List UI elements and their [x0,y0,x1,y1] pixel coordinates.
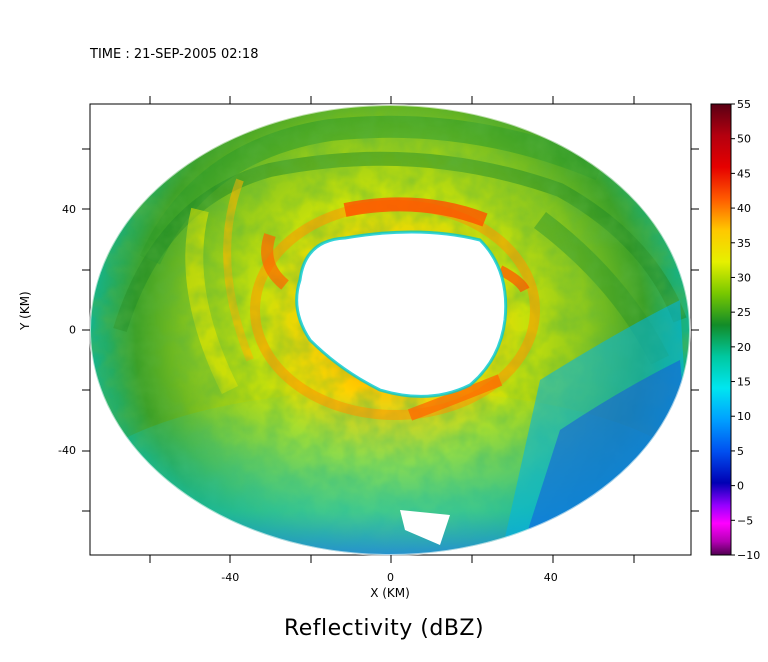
time-label: TIME : 21-SEP-2005 02:18 [90,47,259,62]
colorbar-tick-label: 20 [737,341,751,354]
colorbar-tick-label: 45 [737,167,751,180]
colorbar-tick-label: 10 [737,410,751,423]
colorbar-tick-label: 0 [737,480,744,493]
x-tick-label: 40 [544,571,558,584]
colorbar-tick-label: −5 [737,514,753,527]
x-tick-label: 0 [387,571,394,584]
y-ticks [82,148,699,512]
x-ticks [149,96,635,563]
y-tick-label: 40 [62,203,76,216]
y-tick-labels: -40 0 40 [58,203,76,457]
colorbar [710,103,732,556]
colorbar-tick-label: 30 [737,271,751,284]
colorbar-tick-label: 5 [737,445,744,458]
colorbar-tick-label: −10 [737,549,760,562]
x-axis-label: X (KM) [370,586,410,600]
y-axis-label: Y (KM) [18,291,32,330]
colorbar-tick-label: 50 [737,133,751,146]
y-tick-label: -40 [58,444,76,457]
reflectivity-field [90,105,690,555]
colorbar-tick-label: 35 [737,237,751,250]
colorbar-tick-label: 25 [737,306,751,319]
y-tick-label: 0 [69,324,76,337]
colorbar-tick-label: 15 [737,376,751,389]
chart-title: Reflectivity (dBZ) [283,616,485,641]
x-tick-label: -40 [221,571,239,584]
colorbar-tick-label: 40 [737,202,751,215]
x-tick-labels: -40 0 40 [221,571,558,584]
colorbar-tick-label: 55 [737,98,751,111]
